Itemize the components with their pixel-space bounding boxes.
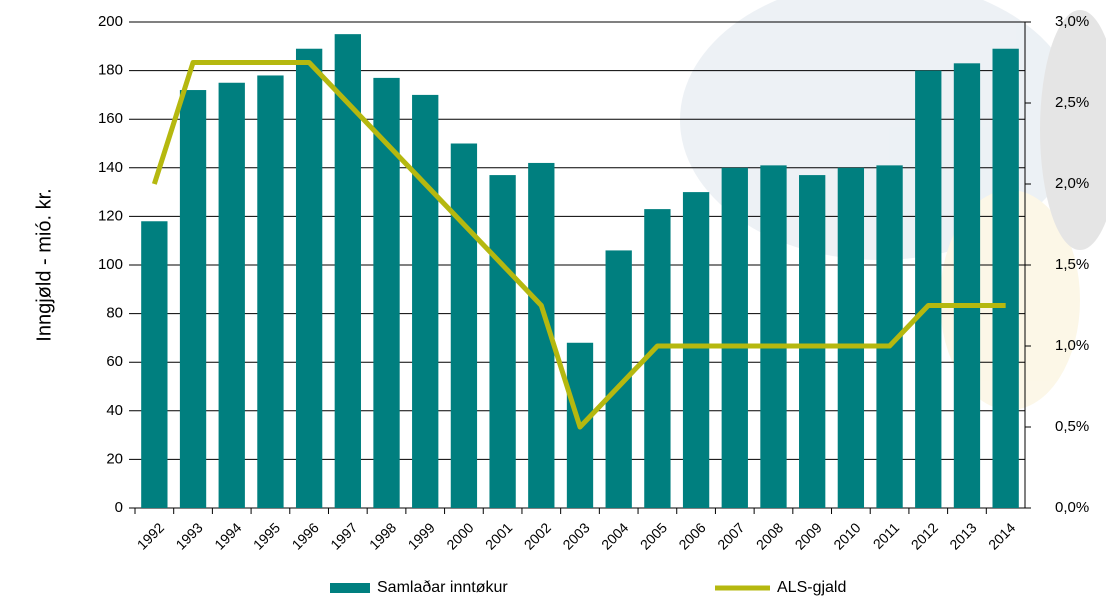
x-tick-label: 2000 (443, 519, 476, 552)
bar (180, 90, 206, 508)
legend-label: Samlaðar inntøkur (377, 579, 508, 596)
x-tick-label: 1992 (134, 519, 167, 552)
x-tick-label: 2003 (559, 519, 592, 552)
legend-label: ALS-gjald (777, 579, 846, 596)
legend-swatch (330, 583, 370, 593)
bar (451, 144, 477, 509)
bar (915, 71, 941, 508)
y-tick-label: 0 (115, 499, 123, 516)
y-tick-label: 140 (98, 159, 123, 176)
bar (722, 168, 748, 508)
x-tick-label: 2011 (870, 519, 903, 552)
y2-tick-label: 0,5% (1055, 418, 1089, 435)
y2-tick-label: 2,5% (1055, 94, 1089, 111)
y2-tick-label: 0,0% (1055, 499, 1089, 516)
x-tick-label: 2005 (637, 519, 670, 552)
y2-tick-label: 1,0% (1055, 337, 1089, 354)
bar (296, 49, 322, 508)
page: Inngjøld - mió. kr. 0 20 40 60 80 100 120 140 16… (0, 0, 1106, 601)
x-tick-label: 1994 (211, 519, 244, 552)
y-tick-label: 60 (106, 353, 123, 370)
bar (760, 165, 786, 508)
bar (412, 95, 438, 508)
bar (257, 75, 283, 508)
y2-tick-label: 3,0% (1055, 13, 1089, 30)
bar (683, 192, 709, 508)
x-tick-label: 1997 (327, 519, 360, 552)
bar (489, 175, 515, 508)
y2-tick-label: 1,5% (1055, 256, 1089, 273)
bar (838, 168, 864, 508)
y-tick-label: 200 (98, 13, 123, 30)
x-tick-label: 1993 (172, 519, 205, 552)
x-tick-label: 2002 (521, 519, 554, 552)
x-tick-label: 2012 (908, 519, 941, 552)
x-tick-label: 1999 (405, 519, 438, 552)
x-tick-label: 2010 (830, 519, 863, 552)
y-tick-label: 40 (106, 402, 123, 419)
x-tick-label: 2007 (714, 519, 747, 552)
x-tick-label: 1996 (289, 519, 322, 552)
y-tick-label: 160 (98, 110, 123, 127)
bar (141, 221, 167, 508)
bar (992, 49, 1018, 508)
x-tick-label: 2008 (753, 519, 786, 552)
x-tick-label: 1995 (250, 519, 283, 552)
bar (799, 175, 825, 508)
y-axis-label: Inngjøld - mió. kr. (33, 188, 55, 341)
bar (219, 83, 245, 508)
x-tick-label: 1998 (366, 519, 399, 552)
x-tick-label: 2006 (675, 519, 708, 552)
x-tick-label: 2013 (946, 519, 979, 552)
y-tick-label: 20 (106, 450, 123, 467)
y-tick-label: 80 (106, 305, 123, 322)
chart: Inngjøld - mió. kr. 0 20 40 60 80 100 120 140 16… (0, 0, 1106, 601)
y-tick-label: 120 (98, 207, 123, 224)
x-tick-label: 2004 (598, 519, 631, 552)
x-tick-label: 2014 (985, 519, 1018, 552)
y2-tick-label: 2,0% (1055, 175, 1089, 192)
x-tick-label: 2001 (482, 519, 515, 552)
bar (954, 63, 980, 508)
y-tick-label: 180 (98, 62, 123, 79)
y-tick-label: 100 (98, 256, 123, 273)
x-tick-label: 2009 (792, 519, 825, 552)
